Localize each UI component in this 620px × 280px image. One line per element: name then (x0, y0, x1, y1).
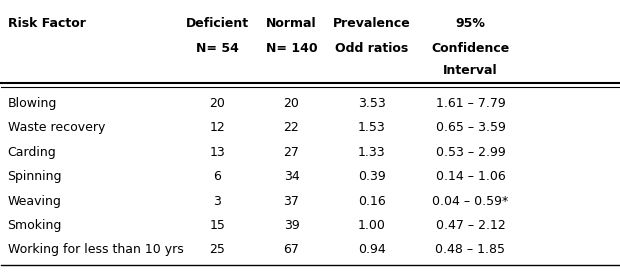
Text: 1.61 – 7.79: 1.61 – 7.79 (436, 97, 505, 110)
Text: 6: 6 (213, 170, 221, 183)
Text: 39: 39 (283, 219, 299, 232)
Text: Working for less than 10 yrs: Working for less than 10 yrs (7, 243, 184, 256)
Text: 22: 22 (283, 122, 299, 134)
Text: 0.48 – 1.85: 0.48 – 1.85 (435, 243, 505, 256)
Text: 13: 13 (210, 146, 225, 159)
Text: 25: 25 (210, 243, 225, 256)
Text: N= 54: N= 54 (196, 42, 239, 55)
Text: Risk Factor: Risk Factor (7, 17, 86, 30)
Text: 0.16: 0.16 (358, 195, 386, 207)
Text: 34: 34 (283, 170, 299, 183)
Text: Carding: Carding (7, 146, 56, 159)
Text: 1.00: 1.00 (358, 219, 386, 232)
Text: Odd ratios: Odd ratios (335, 42, 409, 55)
Text: 0.14 – 1.06: 0.14 – 1.06 (436, 170, 505, 183)
Text: 20: 20 (283, 97, 299, 110)
Text: 15: 15 (210, 219, 225, 232)
Text: 20: 20 (210, 97, 225, 110)
Text: Normal: Normal (266, 17, 317, 30)
Text: 37: 37 (283, 195, 299, 207)
Text: N= 140: N= 140 (266, 42, 317, 55)
Text: Spinning: Spinning (7, 170, 62, 183)
Text: Deficient: Deficient (186, 17, 249, 30)
Text: 0.47 – 2.12: 0.47 – 2.12 (436, 219, 505, 232)
Text: 0.53 – 2.99: 0.53 – 2.99 (436, 146, 505, 159)
Text: 27: 27 (283, 146, 299, 159)
Text: Weaving: Weaving (7, 195, 61, 207)
Text: 0.04 – 0.59*: 0.04 – 0.59* (432, 195, 508, 207)
Text: 67: 67 (283, 243, 299, 256)
Text: 0.39: 0.39 (358, 170, 386, 183)
Text: 95%: 95% (456, 17, 485, 30)
Text: Waste recovery: Waste recovery (7, 122, 105, 134)
Text: 3: 3 (213, 195, 221, 207)
Text: 3.53: 3.53 (358, 97, 386, 110)
Text: Prevalence: Prevalence (333, 17, 410, 30)
Text: 12: 12 (210, 122, 225, 134)
Text: Smoking: Smoking (7, 219, 62, 232)
Text: 0.65 – 3.59: 0.65 – 3.59 (435, 122, 505, 134)
Text: 1.53: 1.53 (358, 122, 386, 134)
Text: 0.94: 0.94 (358, 243, 386, 256)
Text: 1.33: 1.33 (358, 146, 386, 159)
Text: Interval: Interval (443, 64, 498, 77)
Text: Blowing: Blowing (7, 97, 57, 110)
Text: Confidence: Confidence (432, 42, 510, 55)
